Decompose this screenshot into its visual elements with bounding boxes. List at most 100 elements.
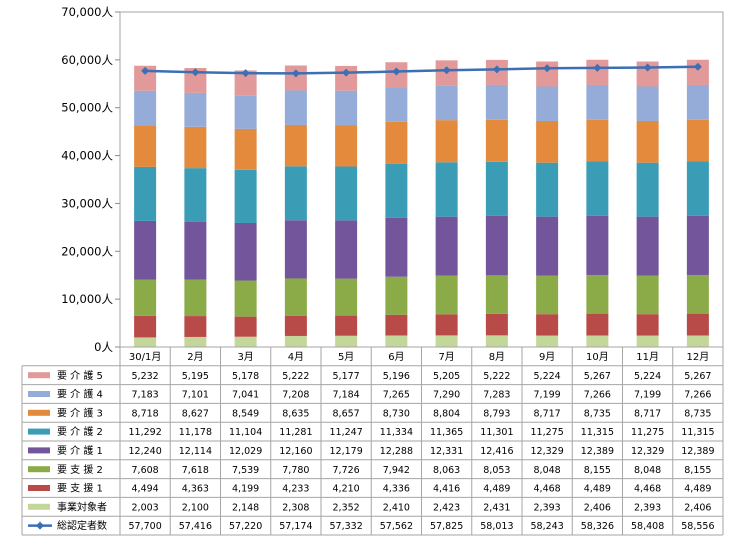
bar-segment xyxy=(184,126,207,169)
bar-segment xyxy=(284,335,307,347)
table-cell: 2,003 xyxy=(132,502,159,513)
total-line-marker xyxy=(392,67,401,76)
table-cell: 58,326 xyxy=(581,521,614,532)
total-line xyxy=(145,65,698,75)
bar-segment xyxy=(536,335,559,347)
table-cell: 57,220 xyxy=(229,521,262,532)
table-cell: 8,048 xyxy=(634,465,661,476)
table-cell: 2,352 xyxy=(333,502,360,513)
table-cell: 5,222 xyxy=(483,371,510,382)
table-cell: 11,315 xyxy=(581,427,614,438)
bar-segment xyxy=(586,161,609,216)
bar-segment xyxy=(234,316,257,337)
bar-segment xyxy=(335,335,358,347)
table-cell: 4,489 xyxy=(483,484,510,495)
bar-segment xyxy=(385,217,408,277)
table-cell: 5,177 xyxy=(333,371,360,382)
bar-segment xyxy=(485,275,508,314)
bar-segment xyxy=(435,275,458,315)
bar-segment xyxy=(234,169,257,223)
bar-segment xyxy=(485,313,508,336)
table-cell: 7,101 xyxy=(182,390,209,401)
x-tick-label: 6月 xyxy=(388,351,404,363)
table-cell: 11,275 xyxy=(631,427,664,438)
bar-segment xyxy=(385,87,408,122)
bar-segment xyxy=(435,120,458,163)
bar-segment xyxy=(184,168,207,222)
table-cell: 8,793 xyxy=(483,408,510,419)
table-cell: 4,494 xyxy=(132,484,159,495)
bar-segment xyxy=(184,316,207,337)
table-cell: 5,178 xyxy=(232,371,259,382)
table-cell: 12,331 xyxy=(430,446,463,457)
bar-segment xyxy=(234,280,257,317)
legend-key xyxy=(28,391,50,397)
table-cell: 8,155 xyxy=(684,465,711,476)
bar-segment xyxy=(636,216,659,276)
bar-segment xyxy=(284,90,307,125)
bar-segment xyxy=(234,128,257,170)
table-cell: 7,041 xyxy=(232,390,259,401)
bar-segment xyxy=(134,220,157,280)
bar-segment xyxy=(284,166,307,221)
bar-segment xyxy=(435,162,458,217)
table-cell: 12,179 xyxy=(330,446,363,457)
plot-area xyxy=(119,11,724,348)
bar-segment xyxy=(385,276,408,315)
bar-segment xyxy=(134,279,157,316)
table-cell: 8,735 xyxy=(584,408,611,419)
bar-segment xyxy=(184,92,207,127)
table-cell: 7,266 xyxy=(684,390,711,401)
legend-key xyxy=(28,503,50,510)
bar-segment xyxy=(284,220,307,279)
table-cell: 2,423 xyxy=(433,502,460,513)
table-row-label: 事業対象者 xyxy=(57,500,107,513)
table-cell: 8,657 xyxy=(333,408,360,419)
table-cell: 11,365 xyxy=(430,427,463,438)
table-cell: 2,148 xyxy=(232,502,259,513)
table-cell: 8,730 xyxy=(383,408,410,419)
y-tick-label: 30,000人 xyxy=(61,196,113,210)
bar-segment xyxy=(385,121,408,164)
x-tick-label: 9月 xyxy=(539,351,555,363)
table-cell: 7,608 xyxy=(132,465,159,476)
x-tick-label: 7月 xyxy=(438,351,454,363)
table-cell: 2,100 xyxy=(182,502,209,513)
bars xyxy=(134,59,709,347)
bar-segment xyxy=(385,314,408,336)
table-cell: 4,233 xyxy=(282,484,309,495)
table-row-label: 要 支 援 2 xyxy=(57,463,103,476)
x-tick-label: 5月 xyxy=(338,351,354,363)
table-cell: 11,301 xyxy=(480,427,513,438)
bar-segment xyxy=(284,65,307,91)
bar-segment xyxy=(485,215,508,276)
table-cell: 7,266 xyxy=(584,390,611,401)
legend-key xyxy=(28,466,50,473)
bar-segment xyxy=(184,279,207,317)
table-cell: 5,224 xyxy=(534,371,561,382)
table-cell: 57,825 xyxy=(430,521,463,532)
table-cell: 7,780 xyxy=(282,465,309,476)
table-cell: 7,183 xyxy=(132,390,159,401)
table-cell: 4,468 xyxy=(534,484,561,495)
table-row-label: 要 介 護 2 xyxy=(57,425,103,438)
table-cell: 2,406 xyxy=(684,502,711,513)
table-cell: 12,160 xyxy=(279,446,312,457)
table-row-label: 総認定者数 xyxy=(57,519,107,532)
bar-segment xyxy=(435,314,458,336)
bar-segment xyxy=(485,119,508,162)
total-line-marker xyxy=(191,68,200,77)
x-tick-label: 3月 xyxy=(237,351,253,363)
table-cell: 7,199 xyxy=(534,390,561,401)
table-cell: 2,393 xyxy=(534,502,561,513)
table-cell: 2,431 xyxy=(483,502,510,513)
bar-segment xyxy=(686,215,709,275)
table-cell: 8,155 xyxy=(584,465,611,476)
table-cell: 12,389 xyxy=(581,446,614,457)
table-cell: 12,389 xyxy=(681,446,714,457)
bar-segment xyxy=(686,274,709,315)
table-cell: 7,618 xyxy=(182,465,209,476)
table-cell: 7,290 xyxy=(433,390,460,401)
bar-segment xyxy=(636,120,659,163)
